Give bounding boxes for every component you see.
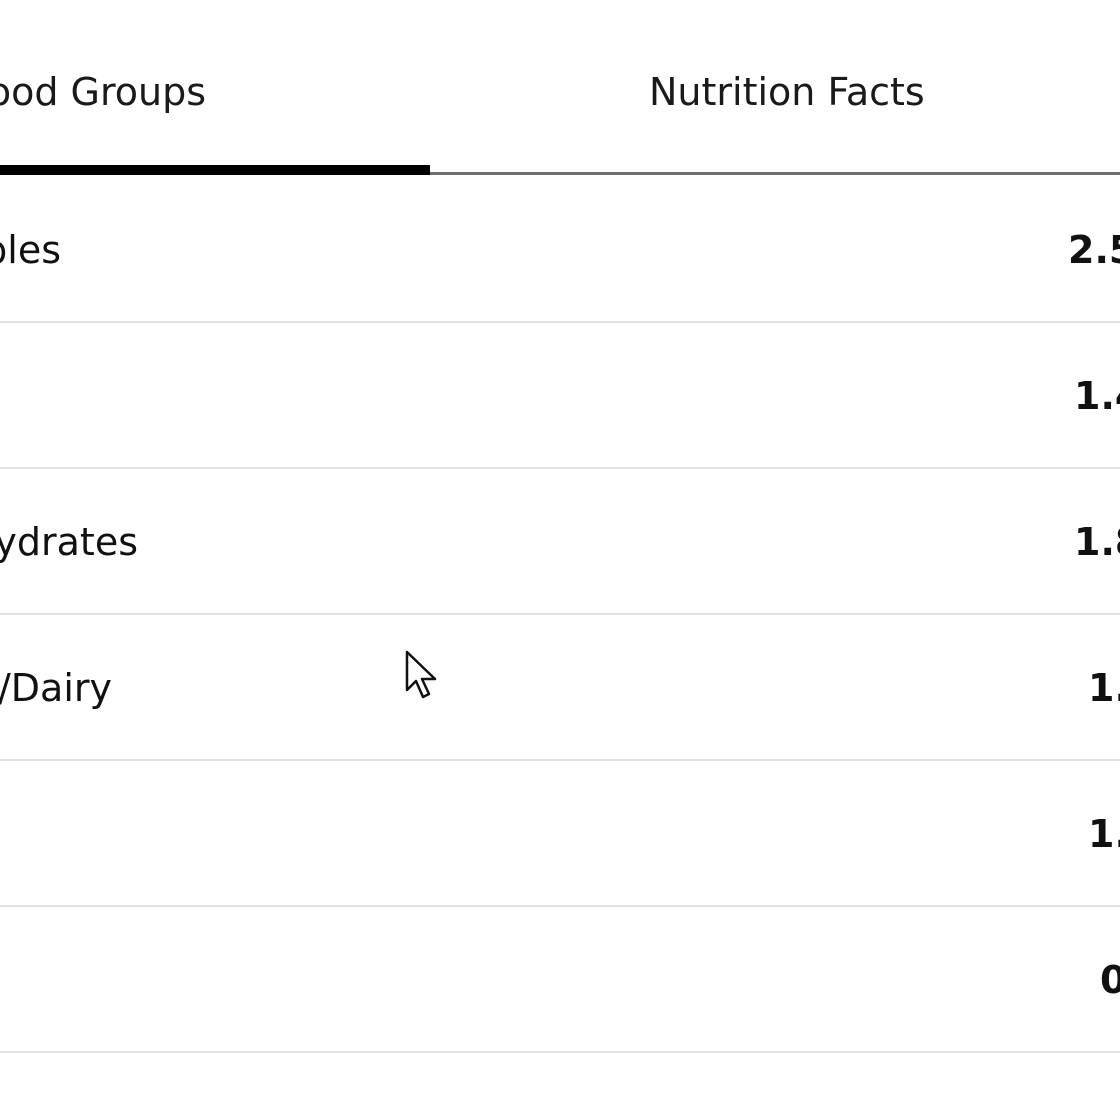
food-groups-list: Vegetables 2.5 1.4 Carbohydrates 1.8 Mil… [0,177,1120,1053]
list-item: 1.4 [0,323,1120,469]
list-item-label: Vegetables [0,228,61,272]
list-item-value: 0 [1100,958,1120,1002]
list-item: 1.1 [0,761,1120,907]
list-item-value: 1.1 [1088,666,1120,710]
tab-food-groups-label: Food Groups [0,70,206,114]
list-item: Vegetables 2.5 [0,177,1120,323]
list-item-value: 1.8 [1074,520,1120,564]
list-item: 0 [0,907,1120,1053]
mouse-pointer-icon [405,650,437,699]
tab-baseline-divider [0,172,1120,175]
tab-active-indicator [0,165,430,175]
list-item: Carbohydrates 1.8 [0,469,1120,615]
list-item-label: Milk/Dairy [0,666,112,710]
tab-bar: Food Groups Nutrition Facts [0,0,1120,176]
tab-nutrition-facts[interactable]: Nutrition Facts [430,0,1120,176]
list-item-value: 2.5 [1068,228,1120,272]
list-item-value: 1.4 [1074,374,1120,418]
tab-food-groups[interactable]: Food Groups [0,0,430,176]
list-item-value: 1.1 [1088,812,1120,856]
tab-nutrition-facts-label: Nutrition Facts [649,70,925,114]
list-item: Milk/Dairy 1.1 [0,615,1120,761]
list-item-label: Carbohydrates [0,520,138,564]
